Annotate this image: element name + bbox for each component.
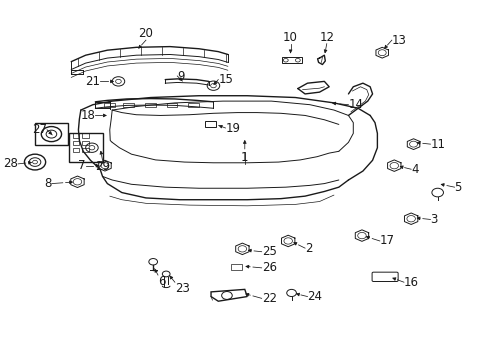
Text: 3: 3 <box>429 213 437 226</box>
Text: 15: 15 <box>218 73 233 86</box>
Text: 14: 14 <box>348 98 363 111</box>
Bar <box>104 103 114 107</box>
Text: 9: 9 <box>177 69 184 82</box>
Text: 26: 26 <box>261 261 276 274</box>
Text: 11: 11 <box>429 138 445 150</box>
Text: 13: 13 <box>391 33 406 47</box>
Text: 18: 18 <box>80 109 95 122</box>
Bar <box>82 134 89 138</box>
Text: 16: 16 <box>403 276 418 289</box>
Bar <box>73 134 79 138</box>
Bar <box>231 264 242 270</box>
Text: 21: 21 <box>85 75 100 88</box>
Bar <box>123 103 134 107</box>
Text: 12: 12 <box>319 31 334 44</box>
Text: 10: 10 <box>283 31 297 44</box>
Bar <box>73 140 79 145</box>
Text: 5: 5 <box>454 181 461 194</box>
Bar <box>205 121 215 127</box>
Bar <box>166 103 177 107</box>
Text: 24: 24 <box>307 290 322 303</box>
Text: 25: 25 <box>261 245 276 258</box>
Text: 22: 22 <box>261 292 276 305</box>
Text: 19: 19 <box>225 122 240 135</box>
Text: 4: 4 <box>410 163 418 176</box>
Text: 6: 6 <box>158 275 165 288</box>
Bar <box>69 134 102 162</box>
Text: 29: 29 <box>95 160 110 173</box>
Text: 17: 17 <box>379 234 394 247</box>
Bar <box>82 148 89 152</box>
Bar <box>282 57 301 63</box>
Text: 8: 8 <box>44 177 52 190</box>
Text: 7: 7 <box>78 159 85 172</box>
Text: 2: 2 <box>305 242 312 255</box>
Text: 20: 20 <box>138 27 153 40</box>
Text: 27: 27 <box>32 123 47 136</box>
Text: 28: 28 <box>3 157 18 170</box>
Text: 23: 23 <box>175 282 189 295</box>
Bar <box>35 123 68 145</box>
Text: 1: 1 <box>241 151 248 164</box>
Bar <box>82 140 89 145</box>
Bar <box>144 103 155 107</box>
Bar <box>188 103 199 107</box>
Bar <box>73 148 79 152</box>
